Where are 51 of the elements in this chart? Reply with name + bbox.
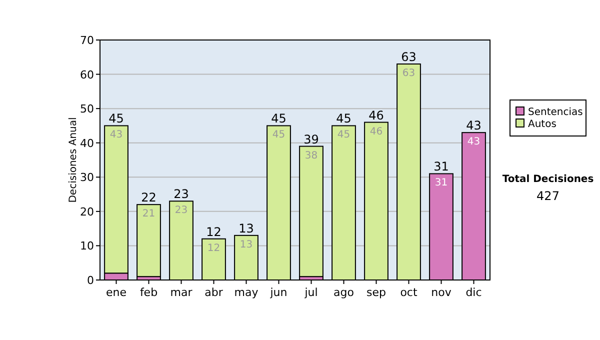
x-tick-label: abr: [204, 286, 224, 299]
total-label: 13: [238, 221, 254, 236]
data-label: 46: [370, 126, 383, 138]
x-tick-label: jun: [269, 286, 288, 299]
bar: [299, 146, 324, 278]
data-label: 31: [434, 178, 448, 189]
data-label: 12: [207, 242, 220, 254]
x-tick-label: mar: [170, 286, 193, 299]
text: Total Decisiones: [502, 174, 594, 185]
total-label: 31: [434, 160, 449, 174]
data-label: 13: [240, 239, 253, 250]
total-label: 63: [401, 50, 416, 64]
x-tick-label: may: [234, 286, 259, 299]
total-label: 23: [174, 187, 189, 202]
total-label: 12: [206, 224, 222, 239]
data-label: 63: [402, 68, 416, 79]
y-tick-label: 70: [80, 34, 94, 47]
y-tick-label: 30: [80, 171, 94, 184]
y-axis-title: Decisiones Anual: [68, 117, 79, 203]
y-tick-label: 40: [80, 136, 94, 150]
data-label: 45: [272, 130, 286, 141]
y-tick-label: 0: [87, 274, 94, 287]
total-label: 39: [304, 132, 319, 146]
data-label: 45: [337, 130, 350, 141]
x-tick-label: oct: [400, 286, 418, 299]
legend-label: Autos: [528, 119, 556, 130]
data-label: 23: [174, 205, 188, 216]
data-label: 38: [304, 150, 318, 162]
total-label: 46: [368, 108, 384, 122]
x-tick-label: dic: [466, 286, 482, 299]
x-tick-label: ene: [106, 286, 127, 299]
y-tick-label: 50: [80, 102, 94, 116]
data-label: 21: [142, 208, 156, 220]
x-tick-label: ago: [334, 286, 354, 299]
bar: [136, 204, 161, 278]
legend-label: Sentencias: [528, 107, 583, 118]
data-label: 43: [110, 130, 123, 141]
total-label: 45: [336, 112, 352, 126]
x-tick-label: feb: [140, 286, 158, 299]
x-tick-label: sep: [366, 286, 386, 299]
total-label: 43: [466, 118, 482, 133]
y-tick-label: 10: [80, 240, 94, 253]
total-label: 45: [271, 112, 286, 126]
text: 427: [536, 189, 560, 203]
x-tick-label: jul: [304, 286, 318, 299]
total-label: 22: [141, 190, 156, 205]
total-label: 45: [108, 112, 124, 126]
y-tick-label: 60: [80, 68, 94, 82]
x-tick-label: nov: [431, 286, 452, 299]
data-label: 43: [467, 136, 480, 148]
y-tick-label: 20: [80, 205, 94, 218]
